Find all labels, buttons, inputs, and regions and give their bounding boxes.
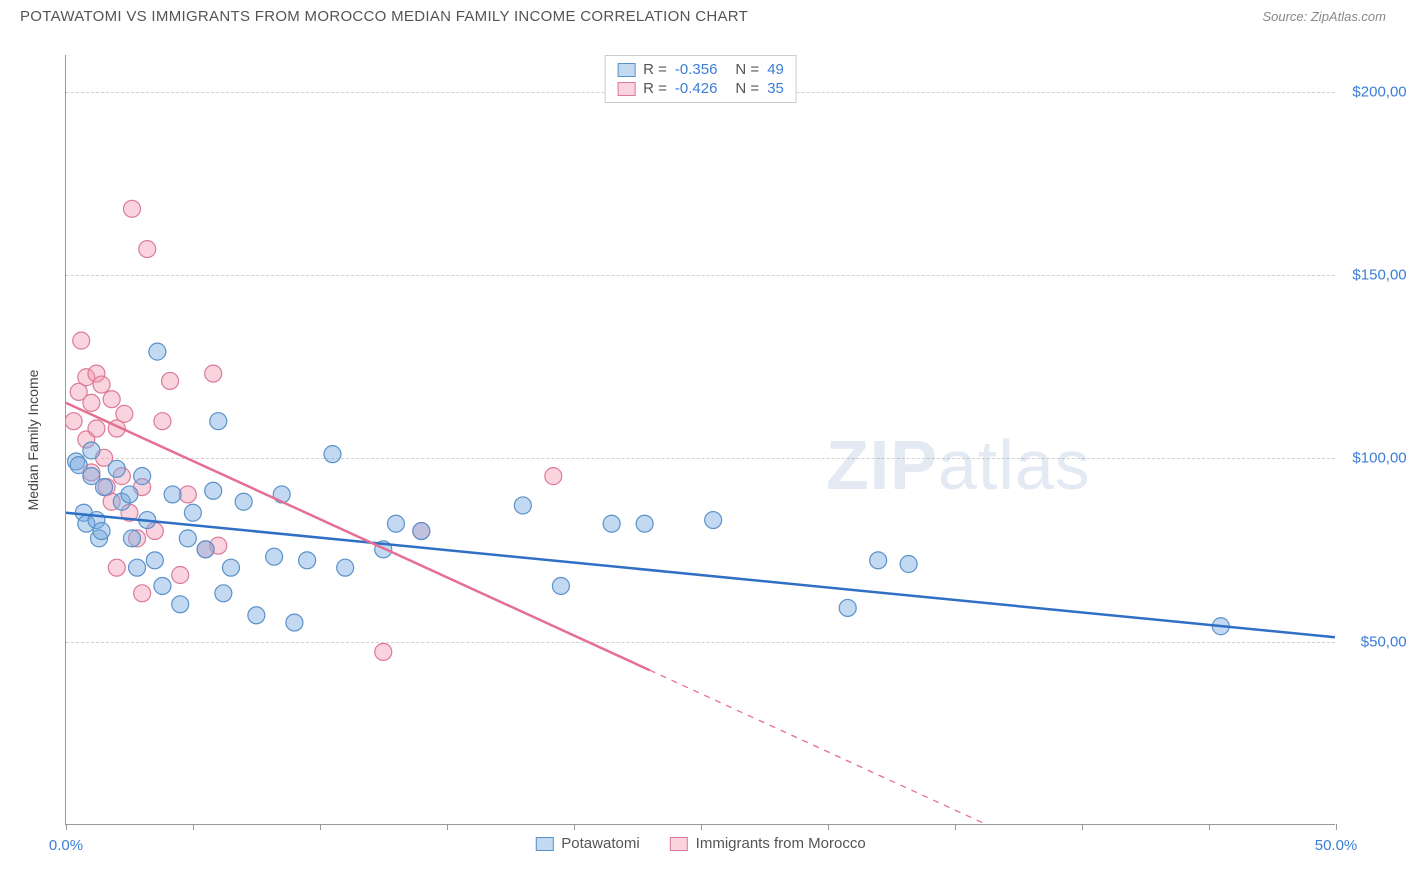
data-point xyxy=(205,365,222,382)
y-axis-label: Median Family Income xyxy=(25,370,41,511)
y-tick-label: $200,000 xyxy=(1340,83,1406,100)
regression-line-extrapolated xyxy=(650,670,1081,824)
data-point xyxy=(286,614,303,631)
y-tick-label: $100,000 xyxy=(1340,450,1406,467)
x-tick xyxy=(193,824,194,830)
x-tick xyxy=(1209,824,1210,830)
legend-row-potawatomi: R = -0.356 N = 49 xyxy=(617,60,784,79)
data-point xyxy=(179,486,196,503)
data-point xyxy=(93,376,110,393)
data-point xyxy=(839,599,856,616)
data-point xyxy=(154,413,171,430)
x-tick xyxy=(1082,824,1083,830)
data-point xyxy=(83,442,100,459)
data-point xyxy=(324,446,341,463)
chart-container: Median Family Income ZIPatlas R = -0.356… xyxy=(20,40,1386,870)
data-point xyxy=(705,512,722,529)
data-point xyxy=(154,577,171,594)
data-point xyxy=(172,596,189,613)
data-point xyxy=(73,332,90,349)
data-point xyxy=(387,515,404,532)
data-point xyxy=(146,552,163,569)
x-tick xyxy=(447,824,448,830)
data-point xyxy=(164,486,181,503)
data-point xyxy=(179,530,196,547)
x-tick xyxy=(828,824,829,830)
x-tick xyxy=(701,824,702,830)
swatch-morocco-icon xyxy=(670,837,688,851)
x-tick xyxy=(574,824,575,830)
x-tick xyxy=(66,824,67,830)
data-point xyxy=(108,460,125,477)
source-attribution: Source: ZipAtlas.com xyxy=(1262,9,1386,24)
data-point xyxy=(134,468,151,485)
data-point xyxy=(108,559,125,576)
series-legend: Potawatomi Immigrants from Morocco xyxy=(535,835,865,852)
data-point xyxy=(197,541,214,558)
x-tick xyxy=(1336,824,1337,830)
data-point xyxy=(299,552,316,569)
data-point xyxy=(123,530,140,547)
data-point xyxy=(162,372,179,389)
data-point xyxy=(93,523,110,540)
x-tick-label: 50.0% xyxy=(1315,837,1358,854)
data-point xyxy=(139,241,156,258)
data-point xyxy=(205,482,222,499)
data-point xyxy=(337,559,354,576)
data-point xyxy=(172,567,189,584)
data-point xyxy=(248,607,265,624)
data-point xyxy=(603,515,620,532)
x-tick xyxy=(955,824,956,830)
data-point xyxy=(222,559,239,576)
swatch-morocco xyxy=(617,82,635,96)
swatch-potawatomi xyxy=(617,63,635,77)
data-point xyxy=(116,405,133,422)
data-point xyxy=(235,493,252,510)
data-point xyxy=(514,497,531,514)
data-point xyxy=(870,552,887,569)
swatch-potawatomi-icon xyxy=(535,837,553,851)
y-tick-label: $50,000 xyxy=(1340,633,1406,650)
data-point xyxy=(121,486,138,503)
data-point xyxy=(210,413,227,430)
x-tick xyxy=(320,824,321,830)
data-point xyxy=(215,585,232,602)
data-point xyxy=(66,413,82,430)
data-point xyxy=(129,559,146,576)
data-point xyxy=(149,343,166,360)
data-point xyxy=(636,515,653,532)
data-point xyxy=(900,556,917,573)
plot-svg xyxy=(66,55,1335,824)
y-tick-label: $150,000 xyxy=(1340,267,1406,284)
plot-area: ZIPatlas R = -0.356 N = 49 R = -0.426 N … xyxy=(65,55,1335,825)
data-point xyxy=(103,391,120,408)
chart-header: POTAWATOMI VS IMMIGRANTS FROM MOROCCO ME… xyxy=(0,0,1406,31)
chart-title: POTAWATOMI VS IMMIGRANTS FROM MOROCCO ME… xyxy=(20,8,748,25)
data-point xyxy=(266,548,283,565)
data-point xyxy=(413,523,430,540)
x-tick-label: 0.0% xyxy=(49,837,83,854)
data-point xyxy=(88,420,105,437)
data-point xyxy=(552,577,569,594)
data-point xyxy=(375,643,392,660)
data-point xyxy=(134,585,151,602)
data-point xyxy=(96,479,113,496)
legend-item-potawatomi: Potawatomi xyxy=(535,835,639,852)
data-point xyxy=(123,200,140,217)
correlation-legend: R = -0.356 N = 49 R = -0.426 N = 35 xyxy=(604,55,797,103)
data-point xyxy=(83,394,100,411)
data-point xyxy=(184,504,201,521)
legend-row-morocco: R = -0.426 N = 35 xyxy=(617,79,784,98)
legend-item-morocco: Immigrants from Morocco xyxy=(670,835,866,852)
data-point xyxy=(545,468,562,485)
